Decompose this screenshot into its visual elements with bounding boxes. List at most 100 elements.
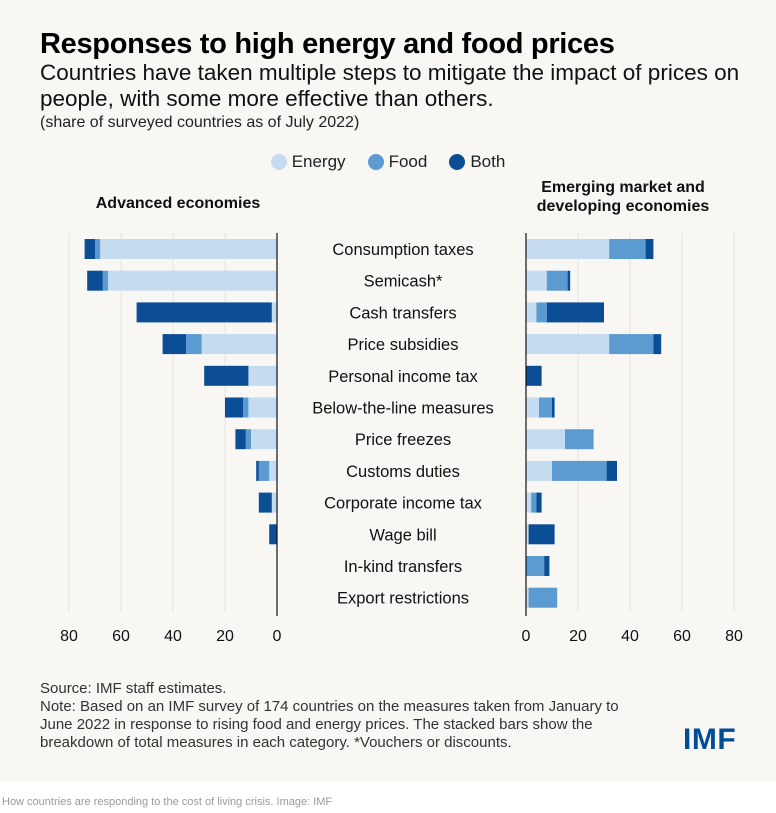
bar-advanced-energy-1 — [108, 270, 277, 291]
chart-subtitle: Countries have taken multiple steps to m… — [40, 60, 740, 111]
bar-advanced-both-4 — [204, 365, 249, 386]
image-caption: How countries are responding to the cost… — [2, 796, 333, 808]
tick-label-emerging-60: 60 — [673, 628, 691, 645]
bar-emerging-both-7 — [606, 460, 617, 481]
bar-advanced-food-1 — [102, 270, 108, 291]
legend-swatch-both — [449, 154, 466, 170]
imf-logo: IMF — [683, 723, 737, 756]
category-label-9: Wage bill — [369, 526, 436, 544]
bar-advanced-both-5 — [225, 397, 244, 418]
tick-label-emerging-0: 0 — [522, 628, 531, 645]
bar-advanced-energy-3 — [201, 334, 277, 355]
bar-emerging-energy-8 — [526, 492, 532, 513]
source-text: Source: IMF staff estimates. — [40, 680, 227, 697]
bar-advanced-food-7 — [258, 460, 270, 481]
bar-emerging-energy-5 — [526, 397, 539, 418]
bar-emerging-energy-0 — [526, 239, 610, 259]
category-label-4: Personal income tax — [328, 368, 478, 386]
bar-advanced-both-8 — [258, 492, 272, 513]
bar-advanced-food-0 — [95, 239, 101, 259]
bar-advanced-both-6 — [235, 429, 246, 450]
bar-advanced-energy-4 — [248, 365, 277, 386]
chart-title: Responses to high energy and food prices — [40, 28, 615, 60]
tick-label-advanced-60: 60 — [112, 628, 130, 645]
legend-item-food: Food — [367, 152, 428, 172]
bar-emerging-energy-7 — [526, 460, 552, 481]
tick-label-advanced-40: 40 — [164, 628, 182, 645]
source-block: Source: IMF staff estimates. Note: Based… — [40, 680, 640, 752]
bar-emerging-food-5 — [539, 397, 552, 418]
units-note: (share of surveyed countries as of July … — [40, 114, 360, 131]
bar-advanced-energy-5 — [248, 397, 277, 418]
bar-advanced-energy-2 — [271, 302, 277, 323]
legend-label-food: Food — [388, 152, 428, 171]
bar-advanced-energy-8 — [271, 492, 277, 513]
bar-emerging-energy-2 — [526, 302, 537, 323]
bar-emerging-food-3 — [609, 334, 654, 355]
bar-emerging-food-11 — [528, 587, 558, 608]
category-label-5: Below-the-line measures — [312, 400, 494, 418]
bar-emerging-both-3 — [653, 334, 662, 355]
category-label-8: Corporate income tax — [324, 495, 482, 513]
bar-emerging-both-5 — [552, 397, 555, 418]
bar-emerging-food-1 — [546, 270, 568, 291]
bar-advanced-food-3 — [186, 334, 202, 355]
tick-label-advanced-80: 80 — [60, 628, 78, 645]
legend: Energy Food Both — [0, 152, 776, 172]
tick-label-advanced-20: 20 — [216, 628, 234, 645]
bar-emerging-food-6 — [565, 429, 594, 450]
bar-advanced-energy-6 — [251, 429, 277, 450]
bar-advanced-food-5 — [243, 397, 249, 418]
panel-title-advanced: Advanced economies — [60, 194, 296, 213]
category-label-2: Cash transfers — [349, 304, 456, 322]
tick-label-emerging-20: 20 — [569, 628, 587, 645]
legend-item-energy: Energy — [270, 152, 346, 172]
bar-emerging-energy-11 — [526, 587, 529, 608]
bar-emerging-energy-3 — [526, 334, 610, 355]
bar-emerging-both-0 — [645, 239, 654, 259]
bar-emerging-energy-6 — [526, 429, 565, 450]
note-text: Note: Based on an IMF survey of 174 coun… — [40, 698, 619, 751]
bar-emerging-food-2 — [536, 302, 547, 323]
bar-emerging-both-8 — [536, 492, 542, 513]
legend-swatch-energy — [270, 154, 287, 170]
bar-emerging-both-10 — [544, 556, 550, 576]
category-label-6: Price freezes — [355, 431, 451, 449]
panel-title-emerging-line-1: Emerging market and — [541, 179, 705, 196]
legend-item-both: Both — [449, 152, 505, 172]
bar-advanced-both-0 — [84, 239, 95, 259]
category-label-10: In-kind transfers — [344, 558, 462, 576]
panel-title-emerging: Emerging market and developing economies — [505, 178, 741, 216]
bar-emerging-food-10 — [526, 556, 545, 576]
category-label-0: Consumption taxes — [332, 241, 473, 259]
bar-emerging-food-8 — [531, 492, 537, 513]
bar-emerging-both-1 — [567, 270, 571, 291]
bar-advanced-energy-7 — [269, 460, 277, 481]
bar-advanced-both-9 — [269, 524, 277, 545]
legend-label-energy: Energy — [291, 152, 346, 171]
category-label-7: Customs duties — [346, 463, 460, 481]
bar-emerging-energy-9 — [526, 524, 529, 545]
tick-label-advanced-0: 0 — [273, 628, 282, 645]
bar-emerging-both-4 — [526, 365, 542, 386]
bar-advanced-food-6 — [245, 429, 251, 450]
bar-emerging-food-7 — [552, 460, 607, 481]
bar-advanced-both-7 — [256, 460, 259, 481]
bar-emerging-energy-1 — [526, 270, 547, 291]
bar-emerging-food-0 — [609, 239, 646, 259]
bar-emerging-both-9 — [528, 524, 555, 545]
tick-label-emerging-80: 80 — [725, 628, 743, 645]
stacked-bar-chart: 80 60 40 20 0 0 20 40 60 80 Consumption taxes Semic… — [60, 233, 743, 645]
legend-label-both: Both — [470, 152, 506, 171]
legend-swatch-food — [367, 154, 384, 170]
chart-card: Responses to high energy and food prices… — [0, 0, 776, 782]
category-label-3: Price subsidies — [348, 336, 459, 354]
bar-advanced-both-3 — [162, 334, 186, 355]
tick-label-emerging-40: 40 — [621, 628, 639, 645]
panel-title-emerging-line-2: developing economies — [536, 198, 710, 215]
bar-emerging-both-2 — [546, 302, 604, 323]
category-label-11: Export restrictions — [337, 590, 469, 608]
panel-title-advanced-line: Advanced economies — [95, 195, 261, 212]
category-label-1: Semicash* — [364, 273, 443, 291]
bar-advanced-energy-0 — [100, 239, 277, 259]
